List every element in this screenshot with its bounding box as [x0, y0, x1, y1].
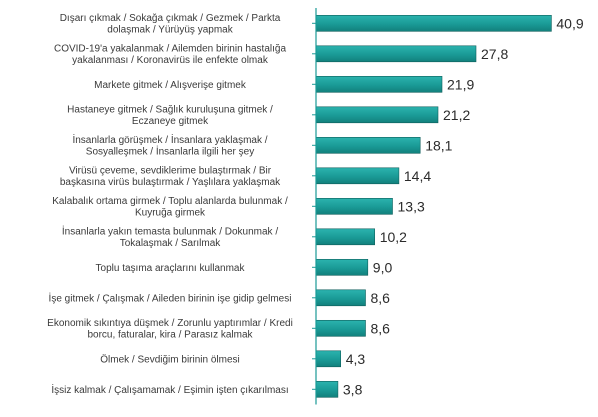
bar-10 — [315, 289, 366, 307]
category-label-3: Markete gitmek / Alışverişe gitmek — [94, 80, 247, 91]
category-label-1: Dışarı çıkmak / Sokağa çıkmak / Gezmek /… — [60, 13, 281, 36]
category-label-6: Virüsü çeveme, sevdiklerime bulaştırmak … — [60, 166, 281, 189]
category-label-4: Hastaneye gitmek / Sağlık kuruluşuna git… — [67, 105, 273, 128]
value-label-13: 3,8 — [343, 381, 363, 397]
value-label-2: 27,8 — [481, 46, 508, 62]
category-label-10: İşe gitmek / Çalışmak / Aileden birinin … — [49, 291, 292, 304]
category-label-13: İşsiz kalmak / Çalışamamak / Eşimin işte… — [51, 383, 288, 396]
category-label-2: COVID-19'a yakalanmak / Ailemden birinin… — [54, 44, 286, 67]
value-label-6: 14,4 — [404, 168, 431, 184]
value-label-4: 21,2 — [443, 107, 470, 123]
category-label-9: Toplu taşıma araçlarını kullanmak — [96, 263, 246, 274]
bar-8 — [315, 228, 376, 246]
bar-13 — [315, 380, 339, 398]
category-label-11: Ekonomik sıkıntıya düşmek / Zorunlu yapt… — [47, 318, 293, 341]
value-label-5: 18,1 — [425, 137, 452, 153]
value-label-12: 4,3 — [346, 351, 366, 367]
value-label-10: 8,6 — [371, 290, 391, 306]
value-label-8: 10,2 — [380, 229, 407, 245]
bar-2 — [315, 45, 477, 63]
bar-11 — [315, 319, 366, 337]
value-label-11: 8,6 — [371, 320, 391, 336]
value-label-3: 21,9 — [447, 76, 474, 92]
bar-9 — [315, 258, 369, 276]
category-label-8: İnsanlarla yakın temasta bulunmak / Doku… — [62, 225, 278, 250]
bar-7 — [315, 198, 393, 215]
bar-4 — [315, 106, 439, 124]
value-label-1: 40,9 — [556, 15, 583, 31]
bar-12 — [315, 350, 342, 368]
bar-3 — [315, 76, 443, 93]
bar-1 — [315, 15, 552, 32]
value-label-7: 13,3 — [398, 198, 425, 214]
bar-6 — [315, 167, 400, 185]
category-label-5: İnsanlarla görüşmek / İnsanlara yaklaşma… — [72, 133, 267, 158]
bar-5 — [315, 137, 421, 154]
category-label-7: Kalabalık ortama girmek / Toplu alanlard… — [52, 196, 288, 219]
value-label-9: 9,0 — [373, 259, 393, 275]
category-label-12: Ölmek / Sevdiğim birinin ölmesi — [100, 353, 240, 365]
